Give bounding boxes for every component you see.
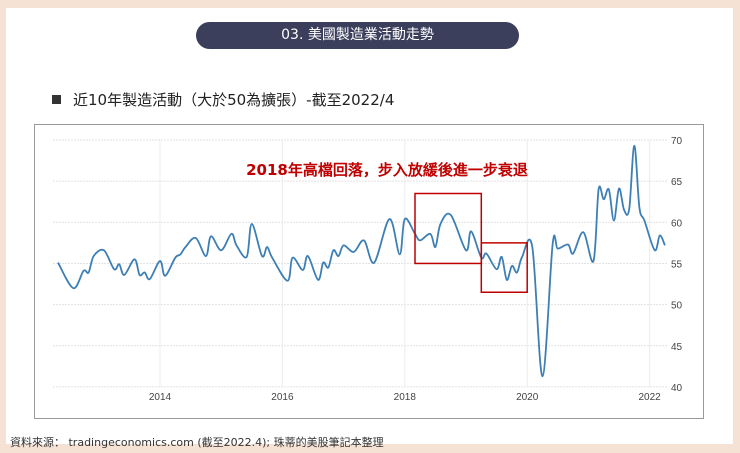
chart-subtitle-text: 近10年製造活動（大於50為擴張）-截至2022/4 — [73, 91, 395, 109]
x-tick-label: 2014 — [149, 392, 172, 403]
chart-frame: 40 45 50 55 60 65 70 2014 2016 2018 2020 2022 2018年高… — [34, 124, 704, 419]
highlight-box — [480, 242, 528, 294]
x-tick-label: 2016 — [271, 392, 294, 403]
data-line — [57, 144, 666, 378]
y-tick-label: 70 — [671, 136, 683, 147]
highlight-box — [414, 192, 483, 265]
annotation-text: 2018年高檔回落，步入放緩後進一步衰退 — [246, 161, 528, 179]
chart-subtitle: 近10年製造活動（大於50為擴張）-截至2022/4 — [52, 89, 394, 110]
x-tick-label: 2020 — [516, 392, 539, 403]
bullet-square-icon — [52, 95, 61, 104]
y-tick-label: 65 — [671, 177, 683, 188]
y-tick-label: 40 — [671, 383, 683, 394]
x-tick-label: 2018 — [394, 392, 417, 403]
y-tick-label: 50 — [671, 301, 683, 312]
source-note: 資料來源： tradingeconomics.com (截至2022.4); 珠… — [10, 436, 384, 449]
y-tick-label: 55 — [671, 259, 683, 270]
line-chart: 40 45 50 55 60 65 70 2014 2016 2018 2020 2022 2018年高… — [53, 136, 683, 403]
section-header: 03. 美國製造業活動走勢 — [196, 22, 519, 49]
y-tick-label: 45 — [671, 342, 683, 353]
y-tick-label: 60 — [671, 218, 683, 229]
x-tick-label: 2022 — [638, 392, 661, 403]
